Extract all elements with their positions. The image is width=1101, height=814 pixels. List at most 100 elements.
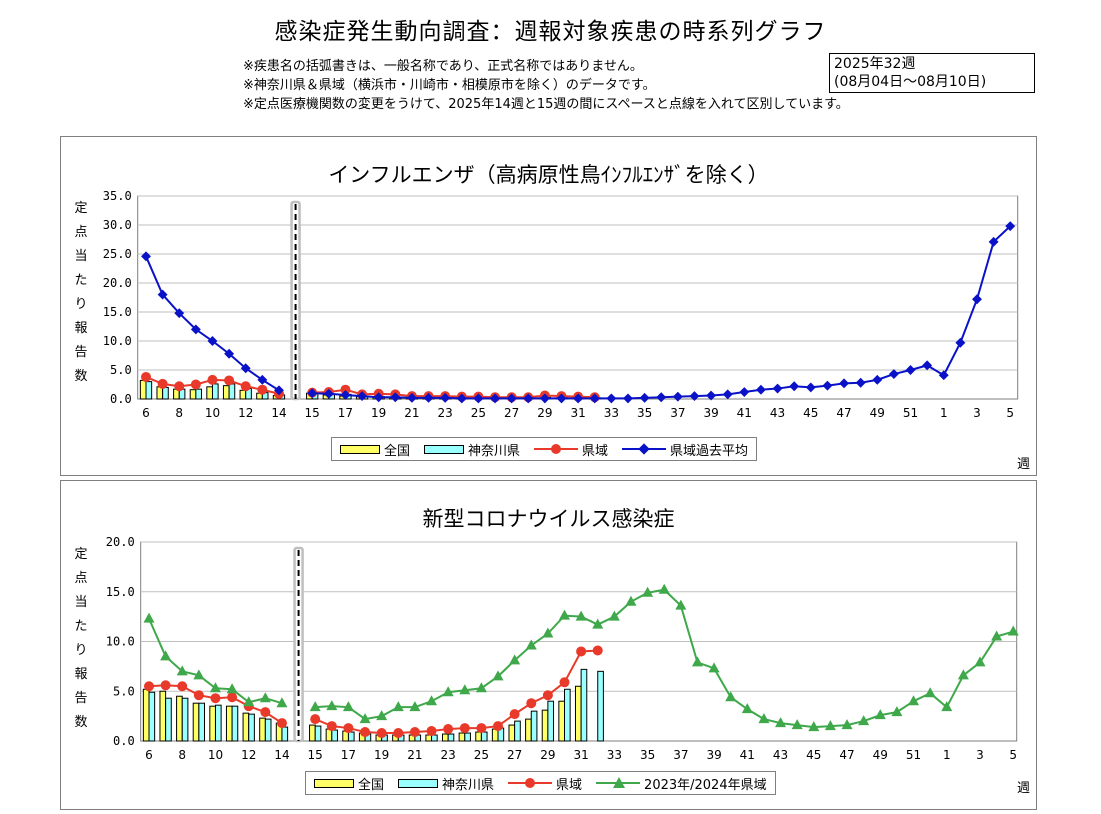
- x-tick-label: 10: [208, 748, 223, 762]
- marker-prior-season: [326, 700, 338, 711]
- bar-kanagawa: [530, 710, 538, 742]
- notes: ※疾患名の括弧書きは、一般名称であり、正式名称ではありません。 ※神奈川県＆県域…: [243, 57, 849, 114]
- marker-prior-season: [642, 586, 654, 597]
- marker-prefecture: [240, 381, 251, 392]
- marker-past-average: [556, 393, 567, 404]
- main-title: 感染症発生動向調査：週報対象疾患の時系列グラフ: [274, 19, 827, 45]
- marker-past-average: [888, 369, 899, 380]
- bar-national: [159, 690, 167, 742]
- legend-swatch-prior-season: [596, 777, 641, 789]
- marker-prefecture: [542, 690, 553, 701]
- bar-national: [239, 389, 247, 400]
- marker-past-average: [706, 390, 717, 401]
- report-week-box: 2025年32週 (08月04日～08月10日): [829, 53, 1035, 93]
- bar-kanagawa: [564, 688, 571, 742]
- x-tick-label: 31: [573, 748, 588, 762]
- marker-prior-season: [376, 710, 388, 721]
- legend-label: 全国: [358, 777, 385, 793]
- marker-prior-season: [193, 669, 205, 680]
- x-tick-label: 29: [537, 406, 552, 420]
- x-tick-label: 15: [308, 748, 323, 762]
- x-tick-label: 21: [407, 748, 422, 762]
- marker-prefecture: [326, 721, 337, 732]
- bar-kanagawa: [281, 726, 289, 742]
- marker-past-average: [689, 391, 700, 402]
- legend-swatch-prefecture: [508, 777, 553, 789]
- marker-prior-season: [924, 687, 936, 698]
- marker-past-average: [789, 381, 800, 392]
- marker-past-average: [623, 393, 633, 404]
- x-tick-label: 43: [773, 748, 788, 762]
- x-tick-label: 43: [770, 406, 785, 420]
- marker-prior-season: [209, 682, 221, 693]
- marker-past-average: [274, 385, 284, 396]
- marker-past-average: [922, 360, 933, 371]
- marker-prefecture: [459, 723, 470, 734]
- marker-past-average: [672, 391, 683, 402]
- marker-prior-season: [808, 721, 820, 732]
- marker-prior-season: [791, 719, 803, 730]
- marker-prior-season: [991, 630, 1003, 641]
- bar-national: [458, 732, 466, 742]
- marker-prefecture: [559, 677, 570, 688]
- marker-past-average: [805, 382, 816, 393]
- x-tick-label: 23: [438, 406, 453, 420]
- marker-prefecture: [360, 727, 371, 738]
- marker-prior-season: [359, 713, 371, 724]
- legend-label: 全国: [384, 443, 411, 459]
- legend-swatch-national: [340, 444, 380, 454]
- note-line: ※神奈川県＆県域（横浜市・川崎市・相模原市を除く）のデータです。: [243, 78, 656, 93]
- x-tick-label: 6: [145, 748, 153, 762]
- marker-prior-season: [592, 618, 604, 629]
- chart-title: インフルエンザ（高病原性鳥ｲﾝﾌﾙｴﾝｻﾞを除く）: [328, 163, 769, 187]
- x-tick-label: 39: [706, 748, 721, 762]
- x-tick-label: 41: [740, 748, 755, 762]
- marker-prior-season: [658, 583, 670, 594]
- bar-national: [442, 733, 449, 742]
- marker-prior-season: [160, 650, 172, 661]
- marker-prior-season: [608, 610, 620, 621]
- marker-prefecture: [576, 646, 587, 657]
- marker-past-average: [822, 380, 833, 391]
- bar-national: [309, 724, 316, 742]
- marker-past-average: [972, 294, 982, 305]
- marker-past-average: [938, 370, 949, 381]
- marker-prior-season: [226, 683, 238, 694]
- marker-prefecture: [426, 726, 437, 737]
- x-tick-label: 37: [673, 748, 688, 762]
- marker-prefecture: [144, 681, 154, 692]
- y-tick-label: 20.0: [106, 535, 135, 549]
- marker-prior-season: [492, 670, 504, 681]
- marker-past-average: [639, 392, 650, 403]
- marker-past-average: [905, 365, 916, 375]
- marker-prior-season: [342, 701, 354, 712]
- marker-past-average: [606, 393, 617, 404]
- y-tick-label: 10.0: [106, 635, 135, 649]
- marker-prefecture: [476, 723, 487, 734]
- marker-prior-season: [276, 697, 288, 708]
- marker-prefecture: [193, 690, 204, 701]
- bar-kanagawa: [447, 733, 455, 742]
- marker-prior-season: [891, 706, 903, 717]
- marker-prior-season: [675, 599, 687, 610]
- marker-past-average: [440, 392, 451, 403]
- marker-prior-season: [459, 684, 471, 695]
- x-tick-label: 12: [241, 748, 256, 762]
- x-tick-label: 35: [640, 748, 655, 762]
- bar-kanagawa: [181, 697, 189, 742]
- marker-prefecture: [340, 384, 351, 395]
- marker-prior-season: [259, 692, 271, 703]
- marker-past-average: [406, 392, 417, 403]
- x-tick-label: 51: [903, 406, 918, 420]
- marker-past-average: [456, 393, 467, 404]
- marker-prefecture: [174, 381, 185, 392]
- marker-prior-season: [409, 701, 421, 712]
- legend-label: 2023年/2024年県域: [644, 777, 767, 793]
- marker-past-average: [839, 378, 849, 389]
- plot-area: [137, 195, 1019, 400]
- marker-prior-season: [1007, 625, 1019, 636]
- bar-national: [475, 731, 482, 742]
- legend-item: 県域過去平均: [622, 440, 748, 459]
- bar-kanagawa: [597, 670, 604, 742]
- marker-prefecture: [141, 371, 151, 382]
